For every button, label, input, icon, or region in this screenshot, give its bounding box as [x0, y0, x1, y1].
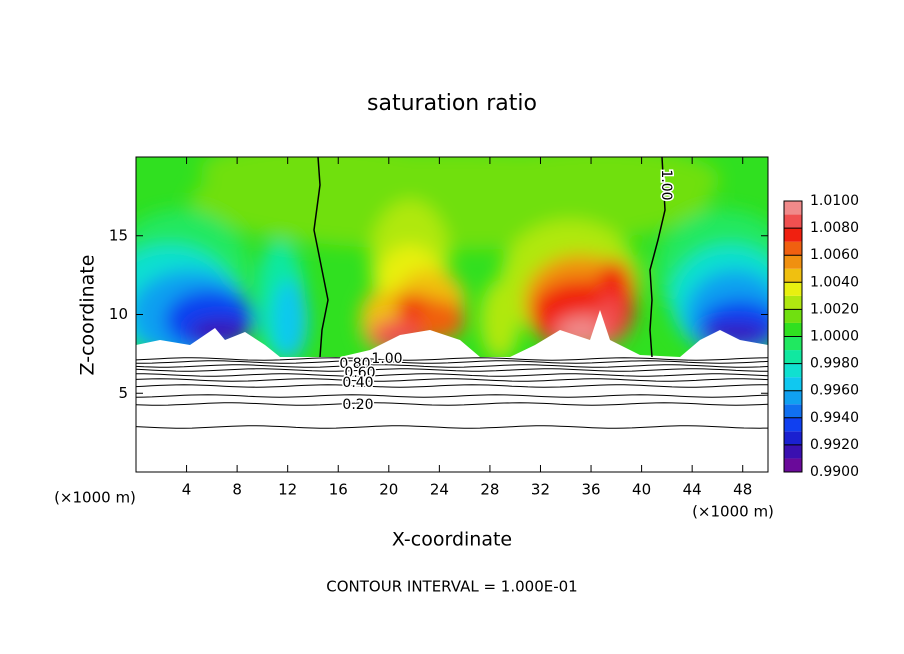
colorbar-band — [784, 214, 802, 229]
colorbar-tick-label: 0.9980 — [810, 356, 859, 372]
colorbar-band — [784, 417, 802, 432]
contour-label: 0.60 — [344, 365, 375, 381]
contour-label: 0.40 — [342, 375, 373, 391]
x-tick-label: 16 — [329, 481, 348, 499]
colorbar-band — [784, 282, 802, 296]
colorbar-band — [784, 377, 802, 391]
colorbar-band — [784, 241, 802, 256]
x-tick-label: 28 — [480, 481, 499, 499]
colorbar-tick-label: 1.0080 — [810, 220, 859, 236]
colorbar-band — [784, 322, 802, 337]
y-tick-label: 15 — [109, 226, 128, 244]
chart-title: saturation ratio — [367, 91, 537, 116]
colorbar-band — [784, 255, 802, 269]
x-tick-label: 8 — [232, 481, 242, 499]
contour-line — [136, 378, 768, 382]
contour-line — [649, 157, 666, 358]
colorbar-band — [784, 201, 802, 215]
contour-label: 1.00 — [658, 169, 674, 200]
colorbar-band — [784, 350, 802, 364]
colorbar-band — [784, 268, 802, 283]
terrain — [136, 310, 768, 472]
colorbar-tick-label: 1.0100 — [810, 193, 859, 209]
colorbar-band — [784, 228, 802, 242]
colorbar-band — [784, 431, 802, 445]
field-patch — [480, 280, 520, 360]
y-axis-label: Z-coordinate — [77, 255, 99, 376]
colorbar-band — [784, 458, 802, 472]
contour-line — [136, 425, 768, 429]
x-tick-label: 32 — [531, 481, 550, 499]
contour-line — [136, 364, 768, 368]
contour-line — [136, 373, 768, 377]
colorbar-tick-label: 1.0000 — [810, 329, 859, 345]
contour-line — [136, 368, 768, 372]
field-patch — [200, 157, 440, 200]
y-tick-label: 10 — [109, 305, 128, 323]
colorbar-band — [784, 309, 802, 323]
x-tick-label: 40 — [632, 481, 651, 499]
colorbar-band — [784, 390, 802, 405]
colorbar-tick-label: 0.9940 — [810, 410, 859, 426]
overlay: 1.001.000.800.600.400.204 8 12 16 20 24 28 32 36… — [109, 156, 859, 499]
contour-line — [136, 384, 768, 388]
colorbar-band — [784, 404, 802, 418]
colorbar-tick-label: 1.0020 — [810, 301, 859, 317]
x-tick-label: 24 — [430, 481, 449, 499]
colorbar-tick-label: 0.9920 — [810, 437, 859, 453]
x-tick-label: 20 — [379, 481, 398, 499]
colorbar-tick-label: 1.0060 — [810, 247, 859, 263]
colorbar-band — [784, 336, 802, 351]
contour-line — [136, 357, 768, 361]
contour-line — [136, 402, 768, 406]
x-unit-label: (×1000 m) — [54, 489, 136, 507]
contour-line — [313, 157, 329, 358]
colorbar-band — [784, 444, 802, 459]
field-patch — [272, 280, 308, 360]
field-patch — [415, 300, 465, 340]
x-tick-label: 48 — [733, 481, 752, 499]
colorbar-tick-label: 0.9960 — [810, 383, 859, 399]
field — [136, 157, 768, 472]
contour-label: 0.20 — [342, 397, 373, 413]
contour-line — [136, 394, 768, 398]
contour-line — [136, 360, 768, 364]
x-tick-label: 36 — [581, 481, 600, 499]
x-tick-label: 44 — [683, 481, 702, 499]
footer-note: CONTOUR INTERVAL = 1.000E-01 — [326, 578, 577, 596]
x-tick-label: 12 — [278, 481, 297, 499]
colorbar-tick-label: 0.9900 — [810, 464, 859, 480]
x-axis-label: X-coordinate — [392, 529, 512, 551]
contour-label: 1.00 — [371, 351, 402, 367]
colorbar-band — [784, 363, 802, 378]
colorbar-tick-label: 1.0040 — [810, 274, 859, 290]
y-tick-label: 5 — [118, 384, 128, 402]
x-unit-label: (×1000 m) — [692, 503, 774, 521]
field-patch — [480, 157, 720, 215]
x-tick-label: 4 — [182, 481, 192, 499]
colorbar-band — [784, 295, 802, 310]
field-shading — [136, 157, 768, 360]
contour-label: 0.80 — [339, 356, 370, 372]
